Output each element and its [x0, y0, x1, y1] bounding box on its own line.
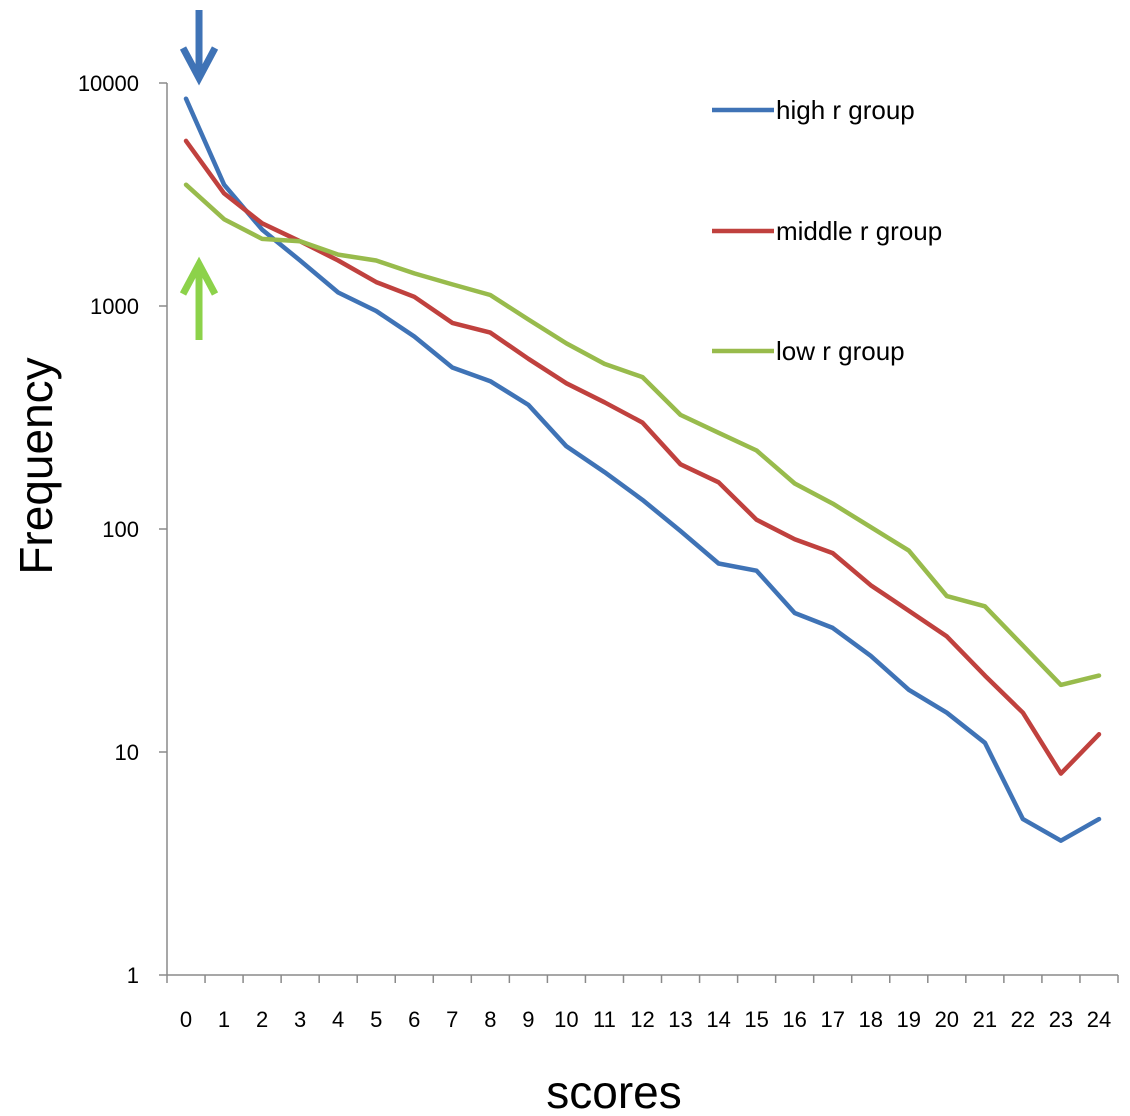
x-tick-label: 24: [1087, 1007, 1111, 1032]
x-tick-label: 21: [973, 1007, 997, 1032]
x-tick-label: 1: [218, 1007, 230, 1032]
x-tick-label: 12: [630, 1007, 654, 1032]
series-line-1: [183, 96, 1102, 843]
annotation-layer: [179, 10, 219, 340]
legend-label: high r group: [776, 95, 915, 125]
x-tick-label: 3: [294, 1007, 306, 1032]
y-tick-label: 1000: [90, 294, 139, 319]
x-tick-label: 17: [820, 1007, 844, 1032]
x-tick-label: 19: [897, 1007, 921, 1032]
series-layer: [183, 96, 1102, 843]
series-line-2: [183, 138, 1102, 776]
y-tick-label: 10: [115, 740, 139, 765]
x-tick-label: 14: [706, 1007, 730, 1032]
x-tick-label: 16: [782, 1007, 806, 1032]
arrow-up-icon: [179, 256, 219, 340]
series-line-3: [183, 182, 1102, 688]
arrow-down-icon: [179, 10, 219, 86]
x-tick-label: 9: [522, 1007, 534, 1032]
x-axis-title: scores: [546, 1066, 681, 1116]
legend-label: low r group: [776, 336, 905, 366]
x-tick-label: 0: [180, 1007, 192, 1032]
y-axis-title: Frequency: [10, 357, 62, 574]
x-tick-label: 4: [332, 1007, 344, 1032]
x-tick-label: 22: [1011, 1007, 1035, 1032]
x-tick-label: 6: [408, 1007, 420, 1032]
x-tick-label: 5: [370, 1007, 382, 1032]
x-tick-label: 2: [256, 1007, 268, 1032]
y-tick-label: 100: [102, 517, 139, 542]
x-tick-label: 13: [668, 1007, 692, 1032]
x-tick-label: 15: [744, 1007, 768, 1032]
x-tick-label: 10: [554, 1007, 578, 1032]
x-tick-label: 18: [858, 1007, 882, 1032]
y-tick-label: 1: [127, 963, 139, 988]
legend-label: middle r group: [776, 216, 942, 246]
x-tick-label: 8: [484, 1007, 496, 1032]
x-tick-label: 11: [593, 1007, 616, 1032]
y-tick-label: 10000: [78, 71, 139, 96]
x-tick-label: 7: [446, 1007, 458, 1032]
x-tick-label: 20: [935, 1007, 959, 1032]
legend: high r group middle r group low r group: [712, 95, 942, 366]
x-tick-label: 23: [1049, 1007, 1073, 1032]
